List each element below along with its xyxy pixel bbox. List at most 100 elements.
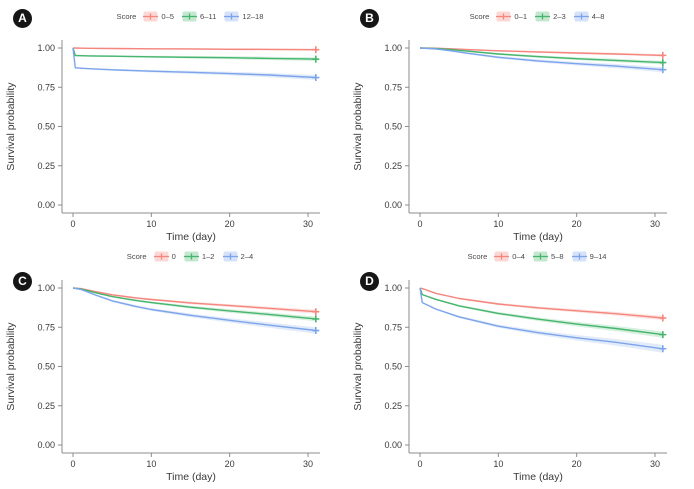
legend-title: Score xyxy=(126,251,147,261)
y-tick-label: 1.00 xyxy=(384,283,402,293)
x-tick-label: 20 xyxy=(225,219,235,229)
legend-item: 12–18 xyxy=(224,11,263,22)
legend-items: 0–5 6–11 12–18 xyxy=(143,11,263,22)
legend-item: 2–4 xyxy=(222,251,253,262)
legend-item-label: 0–4 xyxy=(512,251,525,261)
survival-curve xyxy=(419,47,663,71)
survival-plot-c: 1.00 0.75 0.50 0.25 0.00 0 10 20 30 Time (day) Sur… xyxy=(5,280,320,483)
panel-c-legend: Score 0 1–2 2–4 xyxy=(0,247,347,265)
x-tick-label: 10 xyxy=(493,219,503,229)
legend-key-icon xyxy=(224,11,240,21)
legend-item: 5–8 xyxy=(532,251,564,262)
legend-item: 0–5 xyxy=(143,11,174,22)
legend-key-icon xyxy=(153,251,169,261)
y-tick-label: 1.00 xyxy=(37,43,55,53)
y-tick-label: 0.25 xyxy=(37,401,55,411)
confidence-band xyxy=(420,47,663,73)
y-tick-label: 0.50 xyxy=(37,362,55,372)
x-tick-label: 0 xyxy=(417,459,422,469)
x-tick-label: 10 xyxy=(146,219,156,229)
x-axis-title: Time (day) xyxy=(166,471,216,483)
legend-key-icon xyxy=(494,251,510,261)
censor-plus-marker xyxy=(659,66,667,74)
y-tick-label: 0.00 xyxy=(384,200,402,210)
panel-a: A Score 0–5 6–11 12–18 1.00 0.75 0.50 0.25 0.0… xyxy=(0,0,347,244)
confidence-band xyxy=(420,287,663,353)
censor-plus-marker xyxy=(312,308,320,316)
y-tick-label: 0.50 xyxy=(384,122,402,132)
censor-plus-marker xyxy=(312,74,320,82)
legend-item-label: 6–11 xyxy=(200,11,217,21)
y-tick-label: 0.75 xyxy=(384,82,402,92)
y-tick-label: 0.50 xyxy=(37,122,55,132)
panel-d-legend: Score 0–4 5–8 9–14 xyxy=(347,247,694,265)
panel-a-badge: A xyxy=(13,9,32,28)
survival-plot-a: 1.00 0.75 0.50 0.25 0.00 0 10 20 30 Time (day) Sur… xyxy=(5,40,320,243)
x-tick-label: 30 xyxy=(650,459,660,469)
y-axis-title: Survival probability xyxy=(352,82,364,171)
censor-plus-marker xyxy=(659,59,667,67)
legend-item: 0–4 xyxy=(494,251,525,262)
x-tick-label: 30 xyxy=(650,219,660,229)
legend-item: 4–8 xyxy=(573,11,604,22)
censor-plus-marker xyxy=(312,315,320,323)
survival-curve xyxy=(72,47,316,60)
x-axis-title: Time (day) xyxy=(513,471,563,483)
censor-plus-marker xyxy=(659,51,667,59)
x-axis-title: Time (day) xyxy=(513,231,563,243)
y-tick-label: 0.75 xyxy=(37,322,55,332)
panel-c: C Score 0 1–2 2–4 1.00 0.75 0.50 0.25 0.00 0 10 2… xyxy=(0,244,347,489)
panel-b-badge: B xyxy=(360,9,379,28)
panel-b: B Score 0–1 2–3 4–8 1.00 0.75 0.50 0.25 0.00 0 1… xyxy=(347,0,694,244)
legend-key-icon xyxy=(143,11,159,21)
y-tick-label: 0.50 xyxy=(384,362,402,372)
y-axis-title: Survival probability xyxy=(5,82,17,171)
legend-item: 1–2 xyxy=(183,251,215,262)
legend-item: 0 xyxy=(153,251,176,262)
x-tick-label: 30 xyxy=(303,459,313,469)
legend-key-icon xyxy=(183,251,199,261)
panel-d: D Score 0–4 5–8 9–14 1.00 0.75 0.50 0.25 0.00 0… xyxy=(347,244,694,489)
legend-item: 2–3 xyxy=(535,11,566,22)
y-tick-label: 0.25 xyxy=(384,161,402,171)
legend-key-icon xyxy=(222,251,238,261)
x-tick-label: 10 xyxy=(146,459,156,469)
censor-plus-marker xyxy=(659,331,667,339)
survival-plot-b: 1.00 0.75 0.50 0.25 0.00 0 10 20 30 Time (day) Sur… xyxy=(352,40,667,243)
legend-items: 0 1–2 2–4 xyxy=(153,251,253,262)
censor-plus-marker xyxy=(659,314,667,322)
legend-title: Score xyxy=(467,251,488,261)
y-tick-label: 1.00 xyxy=(384,43,402,53)
legend-item: 0–1 xyxy=(496,11,527,22)
y-tick-label: 0.00 xyxy=(37,200,55,210)
x-axis-title: Time (day) xyxy=(166,231,216,243)
survival-curve xyxy=(72,287,316,332)
survival-curve xyxy=(72,47,316,51)
legend-items: 0–4 5–8 9–14 xyxy=(494,251,607,262)
x-tick-label: 10 xyxy=(493,459,503,469)
y-axis-title: Survival probability xyxy=(352,322,364,411)
legend-key-icon xyxy=(573,11,589,21)
y-tick-label: 0.00 xyxy=(384,440,402,450)
x-tick-label: 0 xyxy=(70,459,75,469)
x-tick-label: 20 xyxy=(572,219,582,229)
panel-b-legend: Score 0–1 2–3 4–8 xyxy=(347,7,694,25)
confidence-band xyxy=(73,287,316,334)
x-tick-label: 30 xyxy=(303,219,313,229)
censor-plus-marker xyxy=(659,345,667,353)
panel-a-legend: Score 0–5 6–11 12–18 xyxy=(0,7,347,25)
censor-plus-marker xyxy=(312,46,320,54)
y-tick-label: 1.00 xyxy=(37,283,55,293)
y-tick-label: 0.25 xyxy=(37,161,55,171)
legend-item-label: 1–2 xyxy=(201,251,215,261)
censor-plus-marker xyxy=(312,327,320,335)
y-tick-label: 0.25 xyxy=(384,401,402,411)
legend-item-label: 0–1 xyxy=(514,11,528,21)
survival-curve xyxy=(72,287,316,320)
y-tick-label: 0.75 xyxy=(37,82,55,92)
legend-key-icon xyxy=(571,251,587,261)
legend-key-icon xyxy=(532,251,548,261)
confidence-band xyxy=(420,287,663,338)
legend-items: 0–1 2–3 4–8 xyxy=(496,11,604,22)
